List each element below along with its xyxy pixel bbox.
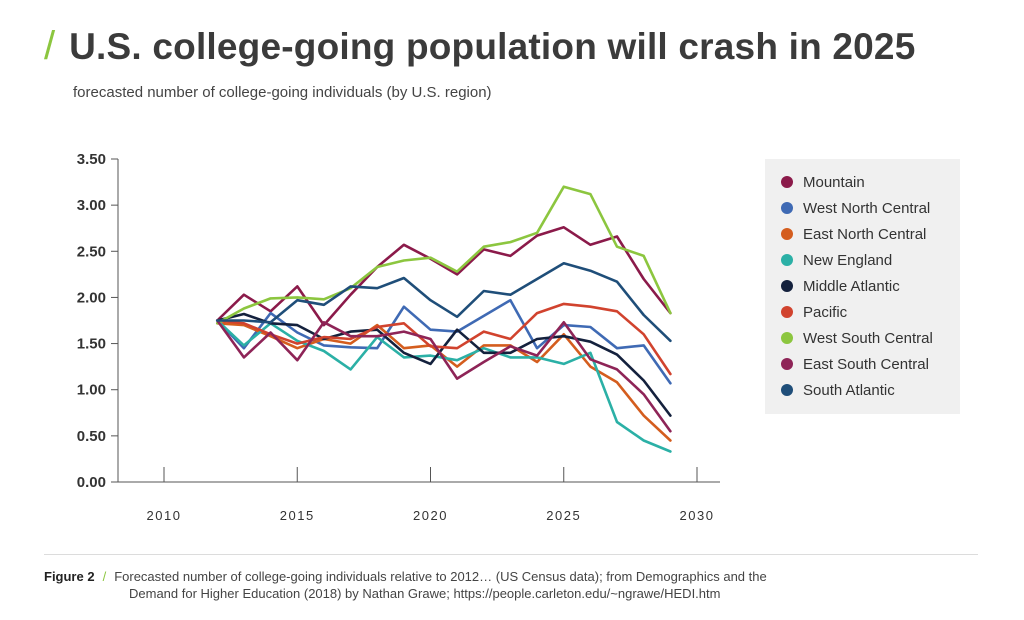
legend-label: Middle Atlantic bbox=[803, 277, 900, 295]
legend-item-middle-atlantic: Middle Atlantic bbox=[765, 273, 960, 299]
legend-swatch bbox=[781, 176, 793, 188]
caption-divider bbox=[44, 554, 978, 555]
series-line-pacific bbox=[216, 302, 672, 376]
chart-subtitle: forecasted number of college-going indiv… bbox=[73, 84, 492, 101]
legend-label: Mountain bbox=[803, 173, 865, 191]
legend-item-new-england: New England bbox=[765, 247, 960, 273]
x-tick-label: 2020 bbox=[413, 508, 448, 523]
y-tick-label: 0.00 bbox=[77, 474, 106, 491]
chart-legend: Mountain West North Central East North Cen… bbox=[765, 159, 960, 414]
legend-swatch bbox=[781, 306, 793, 318]
series-line-east-south-central bbox=[216, 319, 672, 433]
legend-label: West South Central bbox=[803, 329, 933, 347]
y-tick-label: 3.50 bbox=[77, 151, 106, 168]
series-line-east-north-central bbox=[216, 321, 672, 442]
legend-label: West North Central bbox=[803, 199, 931, 217]
legend-swatch bbox=[781, 358, 793, 370]
series-line-west-south-central bbox=[216, 185, 672, 325]
legend-item-south-atlantic: South Atlantic bbox=[765, 377, 960, 403]
y-tick-label: 1.00 bbox=[77, 382, 106, 399]
legend-swatch bbox=[781, 384, 793, 396]
caption-slash-icon: / bbox=[102, 569, 107, 584]
legend-label: Pacific bbox=[803, 303, 848, 321]
y-tick-label: 2.00 bbox=[77, 289, 106, 306]
series-line-south-atlantic bbox=[216, 261, 672, 343]
title-slash-icon: / bbox=[44, 24, 56, 68]
legend-item-west-south-central: West South Central bbox=[765, 325, 960, 351]
caption-text-line1: Forecasted number of college-going indiv… bbox=[114, 569, 767, 584]
x-tick-label: 2010 bbox=[147, 508, 182, 523]
chart-title: U.S. college-going population will crash… bbox=[69, 26, 916, 67]
x-tick-label: 2015 bbox=[280, 508, 315, 523]
legend-label: East South Central bbox=[803, 355, 929, 373]
figure-caption: Figure 2 / Forecasted number of college-go… bbox=[44, 569, 767, 601]
y-tick-label: 0.50 bbox=[77, 428, 106, 445]
legend-item-east-south-central: East South Central bbox=[765, 351, 960, 377]
x-tick-label: 2025 bbox=[546, 508, 581, 523]
caption-text-line2: Demand for Higher Education (2018) by Na… bbox=[129, 586, 721, 601]
legend-swatch bbox=[781, 202, 793, 214]
y-tick-label: 2.50 bbox=[77, 243, 106, 260]
page-title: / U.S. college-going population will cras… bbox=[44, 24, 915, 69]
legend-swatch bbox=[781, 228, 793, 240]
legend-item-pacific: Pacific bbox=[765, 299, 960, 325]
legend-label: East North Central bbox=[803, 225, 927, 243]
series-line-west-north-central bbox=[216, 298, 672, 385]
legend-swatch bbox=[781, 280, 793, 292]
caption-label: Figure 2 bbox=[44, 569, 95, 584]
y-tick-label: 3.00 bbox=[77, 197, 106, 214]
legend-swatch bbox=[781, 254, 793, 266]
legend-swatch bbox=[781, 332, 793, 344]
series-line-mountain bbox=[216, 226, 672, 327]
legend-label: South Atlantic bbox=[803, 381, 895, 399]
legend-item-east-north-central: East North Central bbox=[765, 221, 960, 247]
x-tick-label: 2030 bbox=[680, 508, 715, 523]
legend-item-west-north-central: West North Central bbox=[765, 195, 960, 221]
legend-item-mountain: Mountain bbox=[765, 169, 960, 195]
legend-label: New England bbox=[803, 251, 893, 269]
y-tick-label: 1.50 bbox=[77, 336, 106, 353]
